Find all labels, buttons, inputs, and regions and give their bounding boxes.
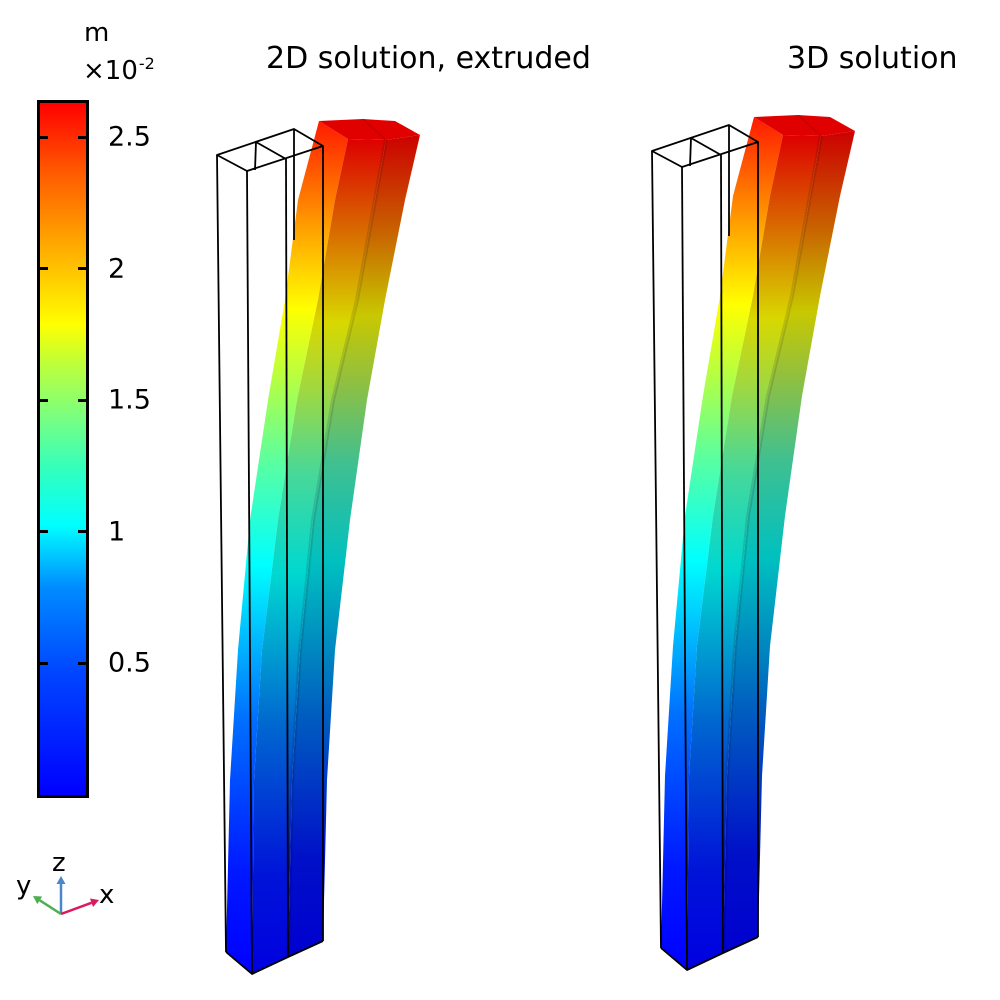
beam-top-face [319, 119, 420, 140]
x-axis-arrow-icon [60, 898, 99, 916]
beam-2d-extruded [216, 118, 420, 975]
colorbar-unit: m [84, 18, 110, 48]
beam-top-face [754, 115, 855, 136]
colorbar-multiplier: ×10-2 [83, 54, 155, 86]
colorbar-tick-label: 2 [108, 253, 126, 285]
triad-label-z: z [52, 848, 66, 878]
beam-front-face-b [288, 135, 420, 957]
colorbar [37, 100, 89, 798]
colorbar-tick-label: 0.5 [108, 647, 151, 679]
axis-triad [33, 876, 99, 916]
triad-label-y: y [16, 871, 32, 901]
undeformed-wireframe [216, 128, 324, 975]
colorbar-multiplier-base: ×10 [83, 56, 138, 86]
z-axis-arrow-icon [56, 876, 66, 914]
colorbar-tick-label: 1.5 [108, 384, 151, 416]
beam-front-face-a [252, 139, 386, 974]
plot-title-2d-extruded: 2D solution, extruded [266, 41, 591, 76]
colorbar-gradient [40, 103, 86, 795]
beam-front-face-a [687, 135, 821, 970]
colorbar-multiplier-exponent: -2 [138, 54, 155, 73]
plot-title-3d: 3D solution [787, 41, 958, 76]
colorbar-tick-label: 2.5 [108, 121, 151, 153]
beam-front-face-b [723, 131, 855, 953]
triad-label-x: x [99, 880, 115, 910]
beam-3d [651, 114, 855, 971]
colorbar-tick-label: 1 [108, 516, 126, 548]
y-axis-arrow-icon [33, 896, 62, 916]
undeformed-wireframe [651, 124, 759, 971]
